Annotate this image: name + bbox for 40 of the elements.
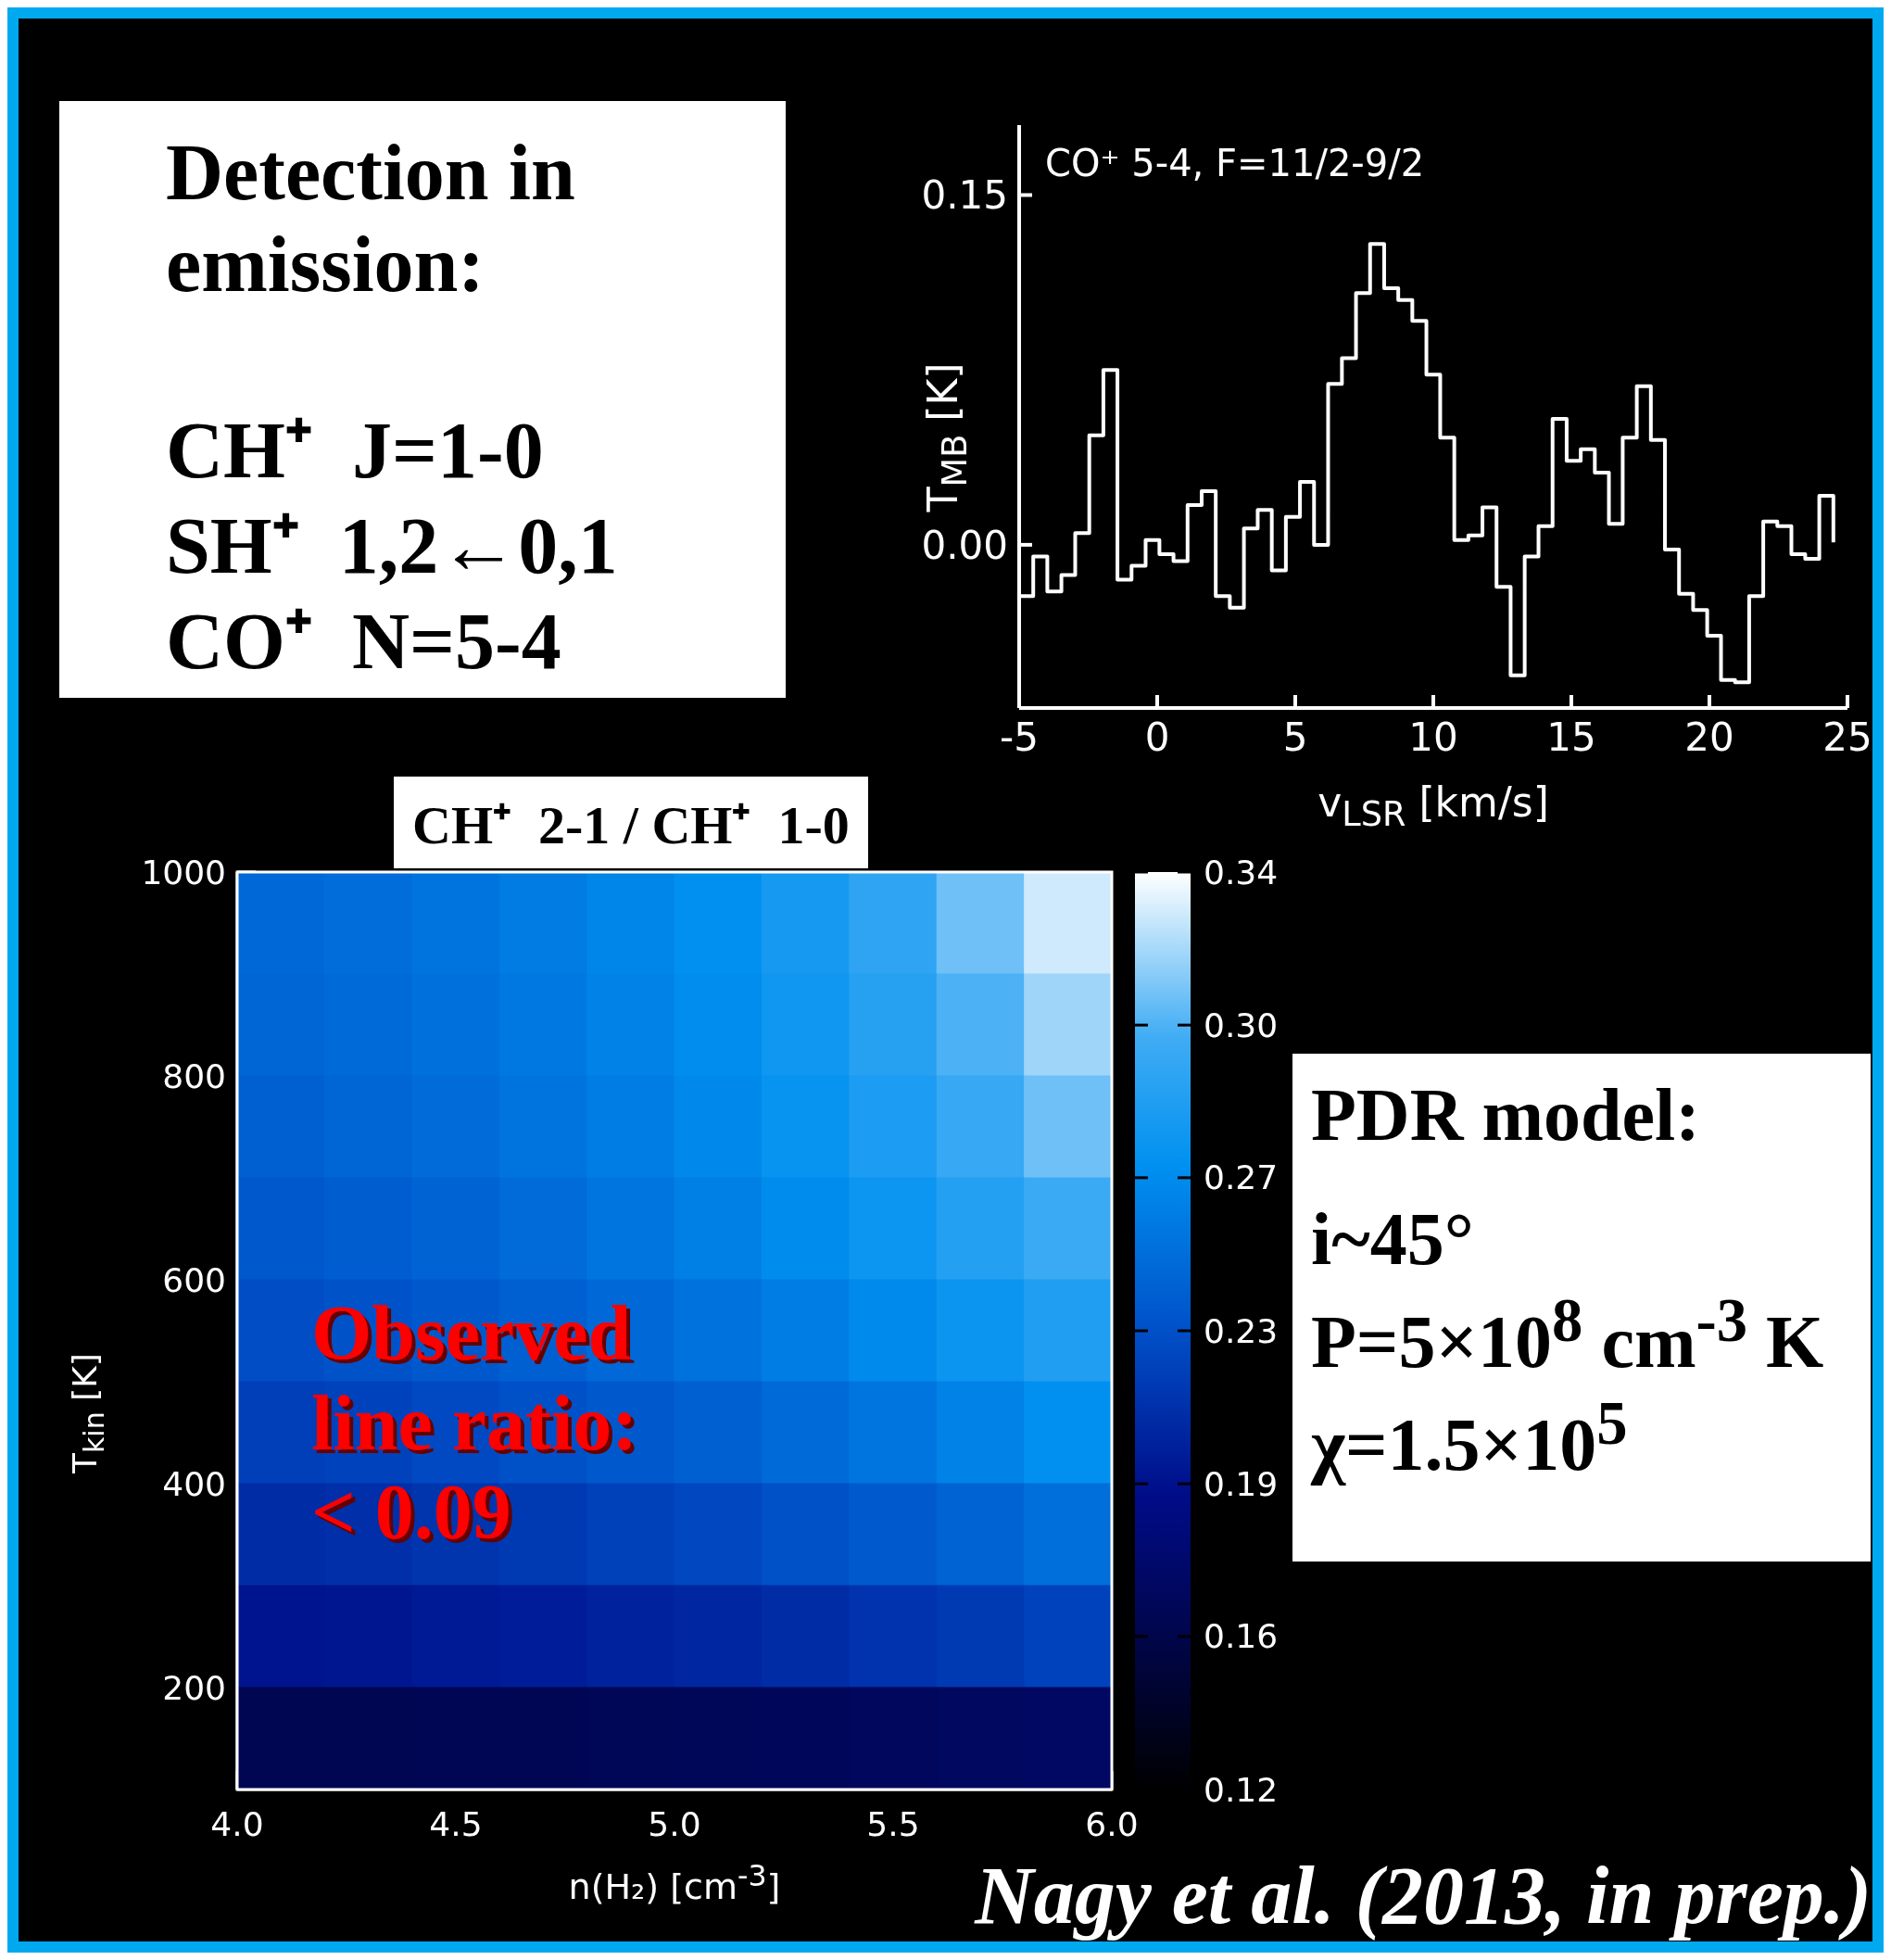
- x-tick-label: 4.5: [429, 1804, 483, 1843]
- text: Nagy et al. (2013, in prep.): [973, 1850, 1872, 1942]
- y-tick-label: 1000: [141, 853, 226, 891]
- chart-title: CH⁺ 2-1 / CH⁺ 1-0: [394, 777, 868, 868]
- y-tick-label: 400: [162, 1464, 226, 1503]
- x-axis-title: v$_{LSR}$ [km/s]: [1317, 778, 1550, 834]
- x-tick-label: 10: [1408, 714, 1458, 760]
- color-bar-label: 0.30: [1204, 1005, 1279, 1044]
- y-tick-label: 0.00: [921, 522, 1008, 568]
- x-axis-title: n(H₂) [cm$^{-3}$]: [568, 1859, 781, 1907]
- text: χ=1.5×10$^{5}$: [1311, 1387, 1629, 1487]
- color-bar-label: 0.34: [1204, 853, 1279, 891]
- x-tick-label: 15: [1546, 714, 1596, 760]
- text: PDR model:: [1311, 1073, 1701, 1157]
- annotation: Observed line ratio: < 0.09: [311, 1289, 639, 1558]
- text: CO⁺ N=5-4: [166, 596, 562, 689]
- text: CH⁺ J=1-0: [166, 404, 545, 497]
- x-tick-label: 0: [1144, 714, 1170, 760]
- x-tick-label: 6.0: [1085, 1804, 1139, 1843]
- x-tick-label: -5: [1000, 714, 1039, 760]
- x-tick-label: 5: [1282, 714, 1308, 760]
- y-tick-label: 600: [162, 1260, 226, 1299]
- color-bar-label: 0.23: [1204, 1311, 1279, 1350]
- color-bar-label: 0.27: [1204, 1158, 1279, 1197]
- annotation: CO⁺ 5-4, F=11/2-9/2: [1045, 142, 1425, 184]
- text: P=5×10$^{8}$ cm$^{-3}$ K: [1311, 1285, 1825, 1385]
- x-tick-label: 5.5: [866, 1804, 920, 1843]
- text: i~45°: [1311, 1197, 1475, 1282]
- x-tick-label: 20: [1684, 714, 1734, 760]
- x-tick-label: 25: [1822, 714, 1872, 760]
- y-tick-label: 0.15: [921, 172, 1008, 219]
- color-bar-label: 0.12: [1204, 1770, 1279, 1809]
- color-bar-label: 0.16: [1204, 1617, 1279, 1656]
- text: Detection in emission:: [166, 127, 576, 310]
- text: SH⁺ 1,2←0,1: [166, 499, 619, 592]
- y-tick-label: 800: [162, 1056, 226, 1095]
- color-bar-label: 0.19: [1204, 1464, 1279, 1503]
- y-tick-label: 200: [162, 1668, 226, 1707]
- x-tick-label: 5.0: [648, 1804, 701, 1843]
- x-tick-label: 4.0: [210, 1804, 264, 1843]
